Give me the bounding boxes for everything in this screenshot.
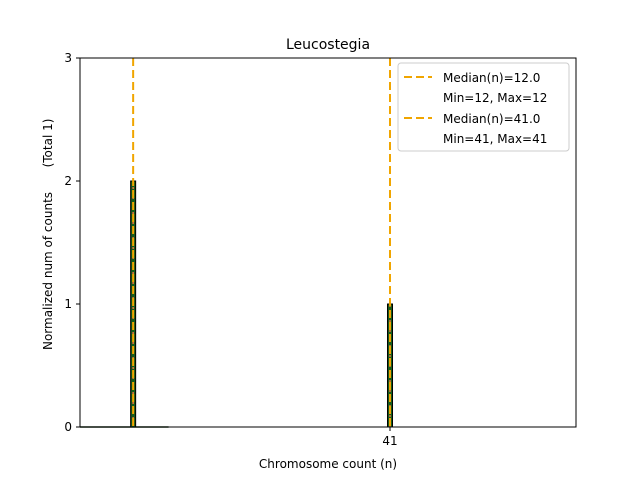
x-tick-label-41: 41 [382,434,397,448]
y-axis-label-group: Normalized num of counts (Total 1) [41,119,55,350]
legend: Median(n)=12.0 Min=12, Max=12 Median(n)=41… [397,62,570,152]
legend-range-41: Min=41, Max=41 [443,132,547,146]
y-axis-label-note: (Total 1) [41,119,55,168]
chart-title: Leucostegia [286,37,370,53]
x-axis-ticks: 41 [382,427,398,448]
legend-label-41: Median(n)=41.0 [443,112,540,126]
y-tick-label-3: 3 [64,51,72,65]
axes-frame [79,57,577,428]
y-axis-ticks: 0 1 2 3 [64,51,80,434]
y-tick-label-2: 2 [64,174,72,188]
y-axis-label: Normalized num of counts [41,192,55,350]
y-tick-label-1: 1 [64,297,72,311]
legend-label-12: Median(n)=12.0 [443,71,540,85]
y-tick-label-0: 0 [64,420,72,434]
legend-box [397,62,570,152]
legend-range-12: Min=12, Max=12 [443,91,547,105]
x-axis-label: Chromosome count (n) [259,457,397,471]
